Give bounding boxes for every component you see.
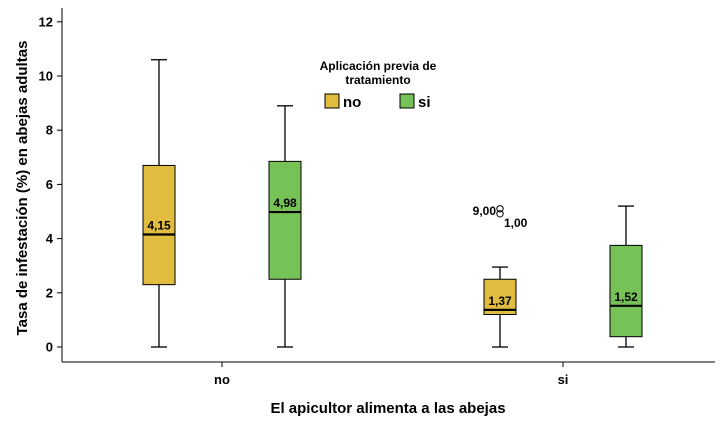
legend-swatch-no: [324, 93, 340, 109]
y-tick-label: 6: [46, 177, 53, 192]
median-label: 4,98: [273, 196, 297, 210]
y-tick-label: 2: [46, 285, 53, 300]
median-label: 1,52: [614, 290, 638, 304]
boxes: 4,15 1,37 9,00 1,00 4,98 1,52: [142, 59, 643, 348]
box-si-si: 1,52: [609, 205, 643, 348]
box-body: [268, 160, 302, 280]
x-axis-title: El apicultor alimenta a las abejas: [270, 400, 505, 417]
legend-title-line: tratamiento: [345, 73, 410, 87]
y-axis-title: Tasa de infestación (%) en abejas adulta…: [14, 41, 31, 336]
x-tick-label-no: no: [214, 372, 230, 387]
legend-swatch-si: [399, 93, 415, 109]
y-tick-label: 8: [46, 123, 53, 138]
outlier-point: [496, 205, 504, 213]
box-body: [483, 278, 517, 315]
y-tick-label: 0: [46, 340, 53, 355]
median-label: 4,15: [147, 219, 171, 233]
box-no-si: 1,37 9,00 1,00: [473, 204, 528, 348]
box-body: [609, 244, 643, 338]
legend-label-si: si: [418, 94, 431, 111]
box-si-no: 4,98: [268, 105, 302, 348]
x-tick-label-si: si: [558, 372, 569, 387]
y-tick-label: 10: [39, 69, 53, 84]
y-tick-label: 12: [39, 14, 53, 29]
y-tick-label: 4: [46, 231, 54, 246]
outlier-point: [496, 210, 504, 218]
median-label: 1,37: [488, 294, 512, 308]
box-no-no: 4,15: [142, 59, 176, 348]
box-body: [142, 164, 176, 286]
outlier-label: 1,00: [504, 216, 528, 230]
legend-label-no: no: [343, 94, 361, 111]
legend-title-line: Aplicación previa de: [320, 59, 437, 73]
outlier-label: 9,00: [473, 204, 497, 218]
axes: 0 2 4 6 8 10 12 no si: [39, 8, 715, 387]
